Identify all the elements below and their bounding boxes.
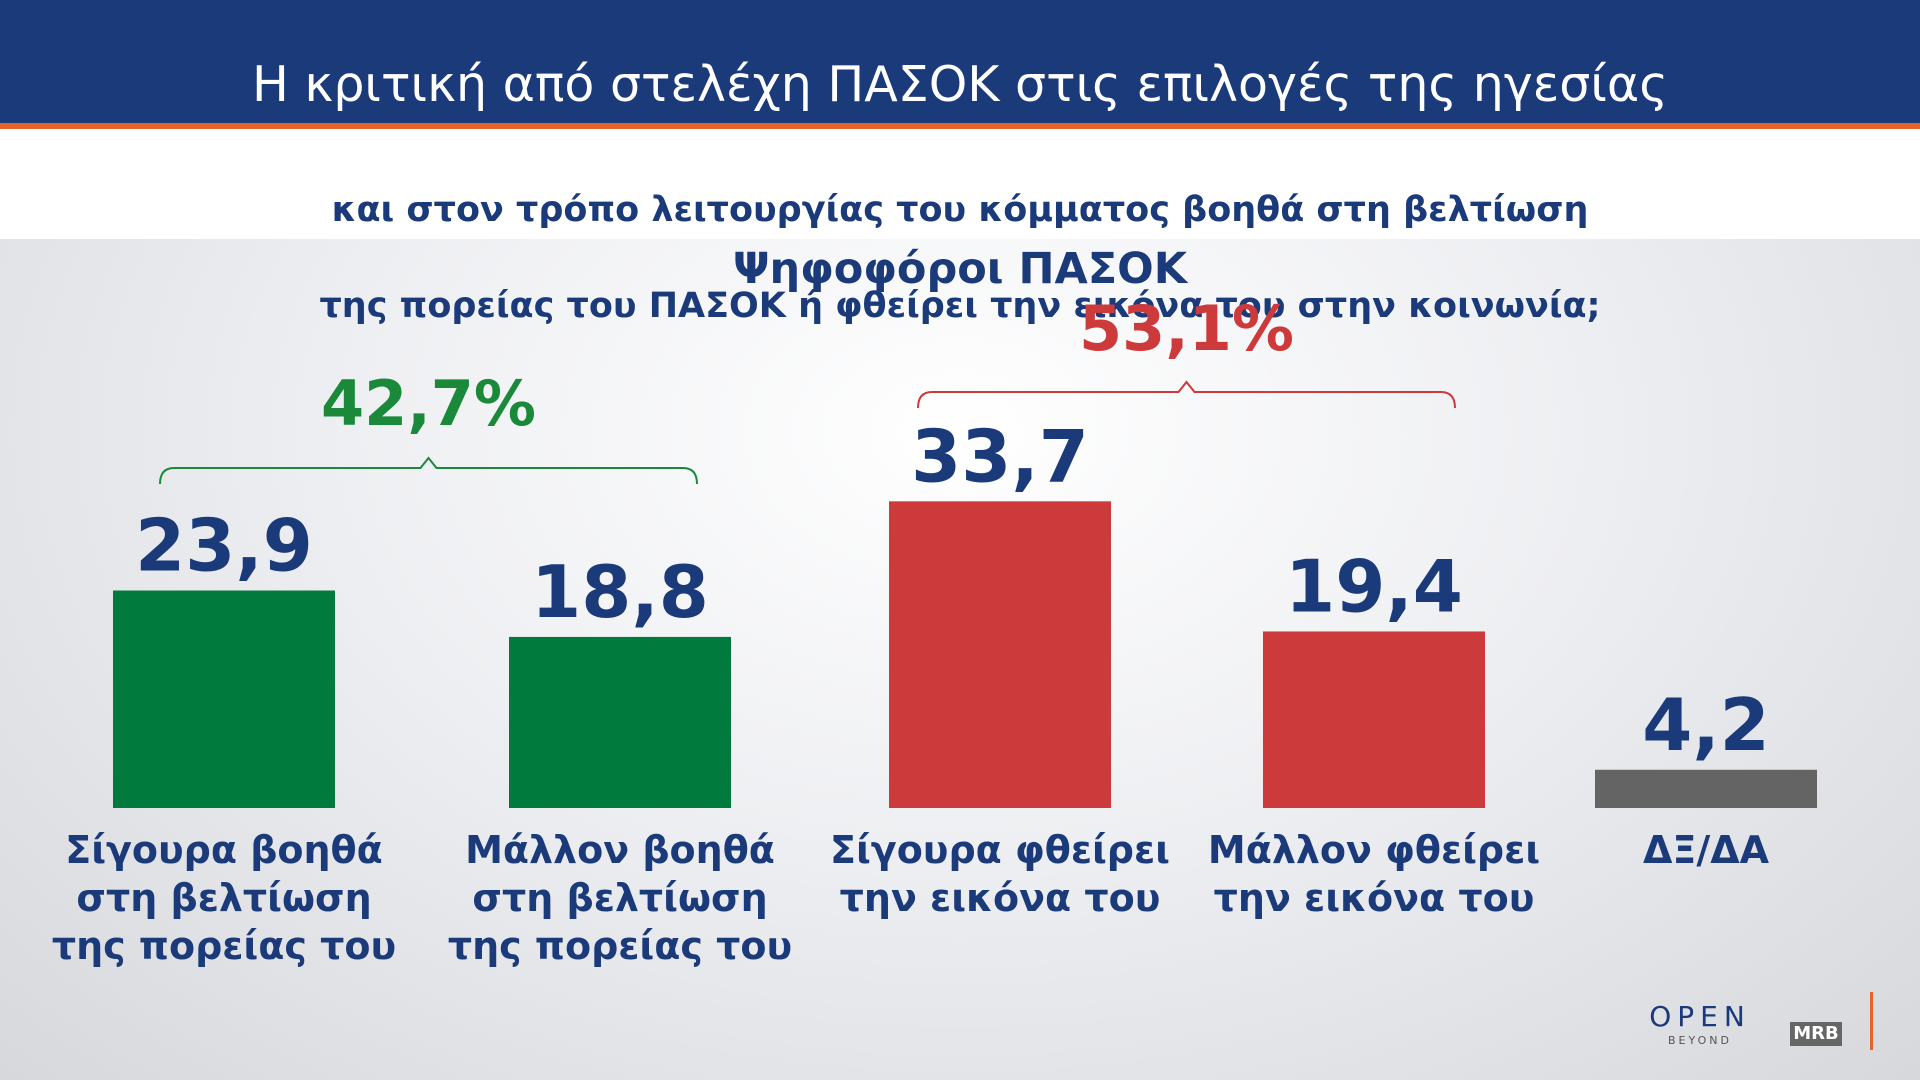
group-total: 53,1% (1079, 292, 1294, 365)
subtitle-band (0, 129, 1920, 239)
bar (509, 636, 731, 808)
value-label: 18,8 (531, 550, 709, 634)
category-label: ΔΞ/ΔΑ (1642, 828, 1770, 872)
category-label: Σίγουρα βοηθά στη βελτίωση της πορείας τ… (51, 828, 397, 968)
accent-line (0, 123, 1920, 129)
value-label: 19,4 (1285, 544, 1463, 628)
value-label: 33,7 (911, 414, 1089, 498)
bar (1595, 769, 1817, 808)
category-label: Σίγουρα φθείρει την εικόνα του (830, 828, 1170, 920)
title: Η κριτική από στελέχη ΠΑΣΟΚ στις επιλογέ… (252, 56, 1668, 113)
value-label: 23,9 (135, 504, 313, 588)
category-label: Μάλλον βοηθά στη βελτίωση της πορείας το… (447, 828, 793, 968)
logo: OPEN (1649, 1000, 1751, 1033)
logo: MRB (1790, 1022, 1842, 1046)
bar (1263, 631, 1485, 808)
bar (113, 590, 335, 808)
subtitle-line: της πορείας του ΠΑΣΟΚ ή φθείρει την εικό… (319, 286, 1601, 326)
logo: BEYOND (1668, 1034, 1732, 1047)
bracket (917, 380, 1456, 409)
value-label: 4,2 (1642, 683, 1770, 767)
header-band (0, 0, 1920, 123)
chart-title: Ψηφοφόροι ΠΑΣΟΚ (732, 244, 1188, 294)
bar (889, 501, 1111, 808)
bracket (159, 456, 698, 485)
category-label: Μάλλον φθείρει την εικόνα του (1207, 828, 1541, 920)
subtitle-line: και στον τρόπο λειτουργίας του κόμματος … (331, 190, 1589, 230)
group-total: 42,7% (321, 367, 536, 440)
subtitle: και στον τρόπο λειτουργίας του κόμματος … (0, 138, 1920, 378)
logo-line (1870, 992, 1873, 1050)
